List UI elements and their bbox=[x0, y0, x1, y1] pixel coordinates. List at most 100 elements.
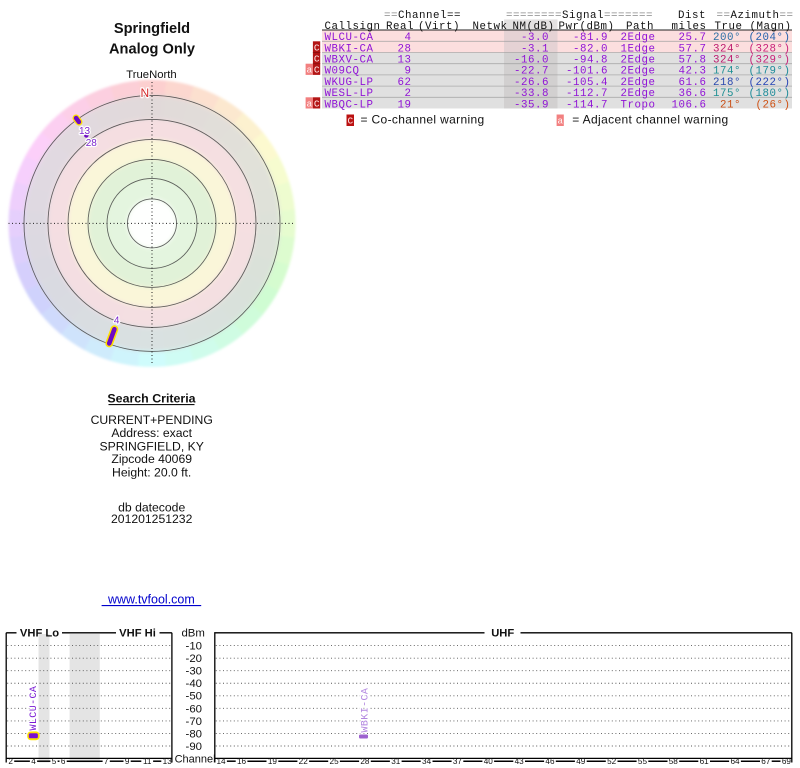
svg-text:64: 64 bbox=[730, 757, 740, 766]
svg-text:13: 13 bbox=[79, 126, 91, 137]
svg-text:6: 6 bbox=[61, 757, 66, 766]
svg-text:C: C bbox=[314, 65, 320, 76]
svg-text:2Edge: 2Edge bbox=[621, 88, 656, 100]
svg-text:WBXV-CA: WBXV-CA bbox=[325, 55, 374, 67]
svg-text:WKUG-LP: WKUG-LP bbox=[325, 77, 374, 89]
svg-text:Search Criteria: Search Criteria bbox=[107, 391, 195, 405]
svg-text:-90: -90 bbox=[186, 741, 202, 753]
svg-text:-81.9: -81.9 bbox=[573, 32, 608, 44]
svg-text:Pwr(dBm): Pwr(dBm) bbox=[559, 21, 615, 33]
svg-text:CURRENT+PENDING: CURRENT+PENDING bbox=[91, 413, 213, 427]
svg-text:-10: -10 bbox=[186, 641, 202, 653]
svg-text:Springfield: Springfield bbox=[114, 21, 190, 37]
svg-text:WBQC-LP: WBQC-LP bbox=[325, 99, 374, 111]
svg-text:36.6: 36.6 bbox=[679, 88, 707, 100]
svg-text:34: 34 bbox=[422, 757, 432, 766]
svg-text:-82.0: -82.0 bbox=[573, 43, 608, 55]
svg-text:a: a bbox=[307, 98, 313, 109]
svg-text:-60: -60 bbox=[186, 703, 202, 715]
svg-text:-16.0: -16.0 bbox=[514, 55, 549, 67]
svg-text:(180°): (180°) bbox=[749, 88, 791, 100]
svg-text:4: 4 bbox=[31, 757, 36, 766]
svg-text:(Virt): (Virt) bbox=[418, 21, 460, 33]
svg-text:28: 28 bbox=[398, 43, 412, 55]
svg-text:13: 13 bbox=[163, 757, 173, 766]
svg-text:WLCU-CA: WLCU-CA bbox=[325, 32, 374, 44]
svg-text:=======: ======= bbox=[604, 10, 653, 22]
svg-text:4: 4 bbox=[405, 32, 412, 44]
svg-text:-112.7: -112.7 bbox=[566, 88, 608, 100]
svg-text:69: 69 bbox=[782, 757, 792, 766]
svg-text:= Co-channel warning: = Co-channel warning bbox=[361, 113, 485, 127]
svg-text:31: 31 bbox=[391, 757, 401, 766]
svg-text:201201251232: 201201251232 bbox=[111, 512, 193, 526]
svg-text:25.7: 25.7 bbox=[679, 32, 707, 44]
svg-text:9: 9 bbox=[125, 757, 130, 766]
svg-text:22: 22 bbox=[299, 757, 309, 766]
svg-text:C: C bbox=[314, 54, 320, 65]
svg-text:(328°): (328°) bbox=[749, 43, 791, 55]
svg-text:C: C bbox=[347, 116, 353, 127]
svg-text:-114.7: -114.7 bbox=[566, 99, 608, 111]
svg-text:Address: exact: Address: exact bbox=[111, 426, 192, 440]
svg-text:-40: -40 bbox=[186, 678, 202, 690]
svg-text:-70: -70 bbox=[186, 716, 202, 728]
svg-text:www.tvfool.com: www.tvfool.com bbox=[107, 592, 195, 606]
svg-text:7: 7 bbox=[104, 757, 109, 766]
svg-text:(179°): (179°) bbox=[749, 66, 791, 78]
svg-text:106.6: 106.6 bbox=[672, 99, 707, 111]
svg-text:-20: -20 bbox=[186, 653, 202, 665]
svg-text:WBKI-CA: WBKI-CA bbox=[360, 688, 371, 733]
svg-text:62: 62 bbox=[398, 77, 412, 89]
svg-text:WESL-LP: WESL-LP bbox=[325, 88, 374, 100]
svg-text:db datecode: db datecode bbox=[118, 500, 185, 514]
svg-text:Analog Only: Analog Only bbox=[109, 42, 196, 58]
svg-text:200°: 200° bbox=[713, 32, 741, 44]
svg-text:25: 25 bbox=[330, 757, 340, 766]
svg-text:C: C bbox=[314, 98, 320, 109]
svg-text:-80: -80 bbox=[186, 728, 202, 740]
svg-text:37: 37 bbox=[453, 757, 463, 766]
svg-text:VHF Lo: VHF Lo bbox=[20, 627, 59, 639]
svg-text:NM(dB): NM(dB) bbox=[513, 21, 555, 33]
svg-text:W09CQ: W09CQ bbox=[325, 66, 360, 78]
svg-text:49: 49 bbox=[576, 757, 586, 766]
svg-text:324°: 324° bbox=[713, 55, 741, 67]
svg-text:-30: -30 bbox=[186, 666, 202, 678]
svg-text:5: 5 bbox=[52, 757, 57, 766]
svg-text:11: 11 bbox=[143, 757, 152, 766]
svg-text:WBKI-CA: WBKI-CA bbox=[325, 43, 374, 55]
svg-text:a: a bbox=[557, 116, 563, 127]
svg-text:19: 19 bbox=[398, 99, 412, 111]
svg-text:21°: 21° bbox=[720, 99, 741, 111]
svg-text:==: == bbox=[780, 10, 794, 22]
svg-text:13: 13 bbox=[398, 55, 412, 67]
svg-text:2Edge: 2Edge bbox=[621, 77, 656, 89]
svg-text:Tropo: Tropo bbox=[621, 99, 656, 111]
svg-text:16: 16 bbox=[237, 757, 247, 766]
svg-text:N: N bbox=[140, 86, 149, 100]
svg-text:miles: miles bbox=[672, 21, 707, 33]
svg-text:-3.0: -3.0 bbox=[521, 32, 549, 44]
svg-text:Zipcode 40069: Zipcode 40069 bbox=[111, 452, 192, 466]
svg-text:WLCU-CA: WLCU-CA bbox=[29, 686, 40, 731]
svg-text:2Edge: 2Edge bbox=[621, 32, 656, 44]
svg-text:28: 28 bbox=[360, 757, 370, 766]
svg-text:61.6: 61.6 bbox=[679, 77, 707, 89]
svg-text:4: 4 bbox=[114, 315, 120, 326]
svg-text:==: == bbox=[717, 10, 731, 22]
svg-text:28: 28 bbox=[86, 138, 98, 149]
svg-text:VHF Hi: VHF Hi bbox=[119, 627, 156, 639]
svg-text:58: 58 bbox=[669, 757, 679, 766]
svg-text:SPRINGFIELD, KY: SPRINGFIELD, KY bbox=[100, 439, 204, 453]
svg-text:==: == bbox=[384, 10, 398, 22]
svg-text:1Edge: 1Edge bbox=[621, 43, 656, 55]
svg-text:-50: -50 bbox=[186, 691, 202, 703]
svg-text:43: 43 bbox=[515, 757, 525, 766]
svg-text:= Adjacent channel warning: = Adjacent channel warning bbox=[572, 113, 728, 127]
svg-text:Signal: Signal bbox=[562, 10, 604, 22]
svg-text:-33.8: -33.8 bbox=[514, 88, 549, 100]
svg-text:2Edge: 2Edge bbox=[621, 55, 656, 67]
svg-text:2: 2 bbox=[8, 757, 13, 766]
svg-text:-3.1: -3.1 bbox=[521, 43, 549, 55]
